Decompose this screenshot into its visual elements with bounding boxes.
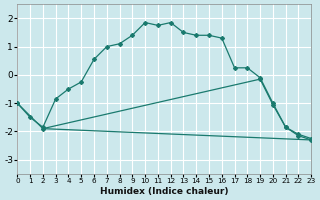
X-axis label: Humidex (Indice chaleur): Humidex (Indice chaleur) xyxy=(100,187,228,196)
